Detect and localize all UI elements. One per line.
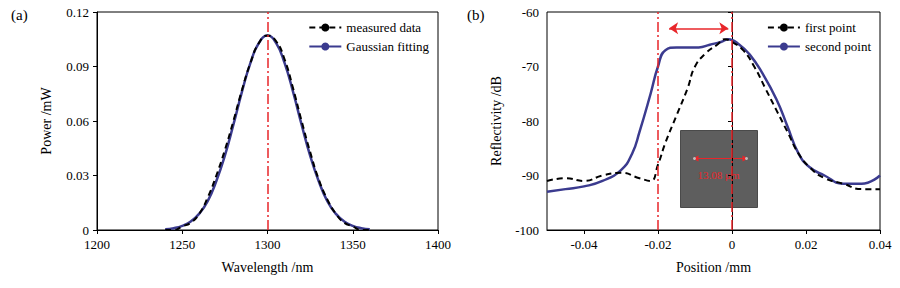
svg-text:0: 0: [729, 237, 736, 252]
svg-text:0.02: 0.02: [795, 237, 818, 252]
svg-text:(b): (b): [467, 7, 485, 24]
svg-text:-0.04: -0.04: [570, 237, 598, 252]
svg-text:-60: -60: [522, 5, 539, 20]
svg-text:0.06: 0.06: [66, 114, 89, 129]
svg-text:-70: -70: [522, 59, 539, 74]
svg-text:second point: second point: [805, 39, 871, 54]
svg-text:first point: first point: [805, 20, 856, 35]
svg-text:-80: -80: [522, 114, 539, 129]
svg-text:1400: 1400: [425, 237, 451, 252]
svg-text:(a): (a): [11, 7, 28, 24]
svg-text:measured data: measured data: [346, 20, 421, 35]
svg-text:Reflectivity /dB: Reflectivity /dB: [489, 76, 504, 166]
svg-text:Gaussian fitting: Gaussian fitting: [346, 39, 429, 54]
svg-text:-90: -90: [522, 168, 539, 183]
svg-text:Wavelength /nm: Wavelength /nm: [222, 260, 314, 275]
svg-text:0.04: 0.04: [869, 237, 892, 252]
svg-text:Position /mm: Position /mm: [676, 260, 751, 275]
svg-text:0: 0: [83, 223, 90, 238]
svg-text:0.09: 0.09: [66, 59, 89, 74]
svg-text:-100: -100: [515, 223, 539, 238]
svg-text:Power /mW: Power /mW: [39, 87, 54, 155]
svg-text:0.12: 0.12: [66, 5, 89, 20]
svg-text:1200: 1200: [84, 237, 110, 252]
svg-text:0.03: 0.03: [66, 168, 89, 183]
svg-text:1250: 1250: [169, 237, 195, 252]
svg-text:-0.02: -0.02: [644, 237, 671, 252]
svg-text:1300: 1300: [255, 237, 281, 252]
svg-text:13.08 μm: 13.08 μm: [698, 169, 740, 181]
svg-text:1350: 1350: [340, 237, 366, 252]
